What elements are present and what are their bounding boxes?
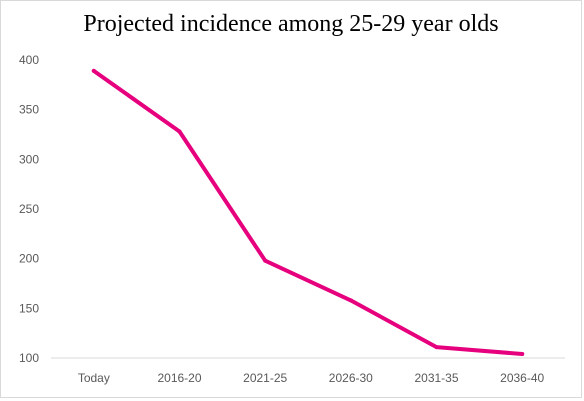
x-tick-label: 2031-35 bbox=[414, 371, 458, 385]
y-tick-label: 250 bbox=[19, 202, 39, 216]
x-tick-label: 2026-30 bbox=[329, 371, 373, 385]
x-tick-label: 2016-20 bbox=[157, 371, 201, 385]
data-point bbox=[434, 345, 439, 350]
data-point bbox=[348, 298, 353, 303]
y-tick-label: 100 bbox=[19, 351, 39, 365]
data-point bbox=[520, 352, 525, 357]
x-axis-tick-labels: Today 2016-20 2021-25 2026-30 2031-35 2036-40 bbox=[78, 371, 545, 385]
y-tick-label: 350 bbox=[19, 103, 39, 117]
y-tick-label: 150 bbox=[19, 301, 39, 315]
x-tick-label: 2021-25 bbox=[243, 371, 287, 385]
series-line bbox=[91, 68, 525, 356]
data-point bbox=[91, 68, 96, 73]
y-tick-label: 400 bbox=[19, 53, 39, 67]
data-point bbox=[263, 258, 268, 263]
y-tick-label: 200 bbox=[19, 252, 39, 266]
x-tick-label: Today bbox=[78, 371, 110, 385]
series-group bbox=[91, 68, 525, 357]
y-axis-tick-labels: 100 150 200 250 300 350 400 bbox=[19, 53, 39, 365]
y-tick-label: 300 bbox=[19, 152, 39, 166]
data-point bbox=[177, 129, 182, 134]
x-tick-label: 2036-40 bbox=[500, 371, 544, 385]
chart-title: Projected incidence among 25-29 year old… bbox=[83, 11, 499, 37]
